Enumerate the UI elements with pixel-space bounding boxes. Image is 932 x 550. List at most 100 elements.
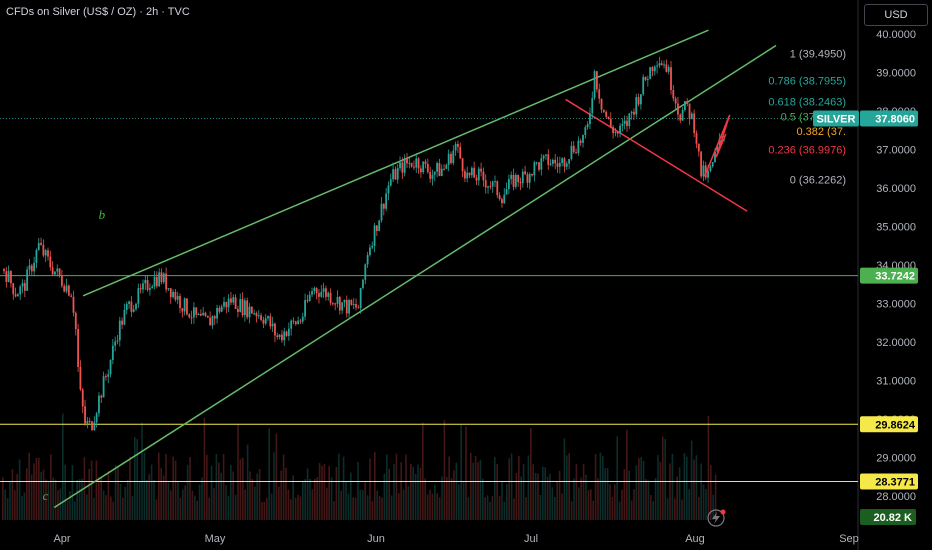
candle-body bbox=[362, 279, 364, 289]
volume-bar bbox=[698, 496, 700, 520]
volume-bar bbox=[357, 461, 359, 520]
volume-bar bbox=[126, 480, 129, 520]
volume-bar bbox=[160, 468, 162, 520]
volume-bar bbox=[184, 485, 186, 520]
candle-body bbox=[498, 195, 501, 200]
volume-bar bbox=[2, 477, 4, 520]
candle-body bbox=[304, 300, 306, 317]
volume-bar bbox=[26, 468, 28, 520]
candle-body bbox=[711, 162, 714, 167]
volume-bar bbox=[590, 489, 592, 520]
candle-body bbox=[88, 420, 91, 422]
volume-bar bbox=[510, 453, 513, 520]
candle-body bbox=[105, 376, 107, 378]
candle-body bbox=[419, 168, 422, 173]
volume-bar bbox=[9, 481, 11, 520]
candle-body bbox=[718, 137, 721, 147]
price-level-badge-text: 28.3771 bbox=[875, 476, 915, 488]
candle-body bbox=[572, 145, 575, 153]
candle-body bbox=[491, 181, 494, 187]
volume-bar bbox=[239, 458, 242, 520]
candle-body bbox=[21, 283, 24, 287]
candle-body bbox=[440, 168, 443, 176]
candle-body bbox=[503, 194, 506, 204]
notification-dot bbox=[720, 509, 726, 515]
volume-bar bbox=[93, 497, 95, 520]
volume-bar bbox=[539, 495, 542, 520]
candle-body bbox=[248, 306, 251, 318]
candle-body bbox=[677, 103, 679, 115]
volume-bar bbox=[506, 484, 508, 520]
volume-bar bbox=[530, 428, 532, 520]
volume-bar bbox=[695, 455, 698, 520]
volume-bar bbox=[222, 453, 225, 520]
candle-body bbox=[517, 174, 520, 182]
volume-bar bbox=[410, 464, 412, 520]
candle-body bbox=[306, 300, 309, 302]
volume-bar bbox=[477, 462, 479, 520]
volume-bar bbox=[335, 467, 338, 520]
volume-bar bbox=[153, 479, 155, 520]
candle-body bbox=[686, 101, 689, 104]
candle-body bbox=[26, 269, 29, 291]
candle-body bbox=[422, 161, 425, 173]
candle-body bbox=[276, 335, 279, 338]
volume-bar bbox=[309, 478, 311, 520]
volume-bar bbox=[143, 452, 146, 520]
price-tick-label: 40.0000 bbox=[876, 29, 916, 41]
candle-body bbox=[230, 298, 232, 303]
candle-body bbox=[40, 242, 42, 245]
candle-body bbox=[716, 146, 719, 152]
candle-body bbox=[394, 169, 397, 180]
candle-body bbox=[477, 168, 480, 181]
volume-bar bbox=[297, 494, 299, 520]
volume-bar bbox=[165, 454, 167, 520]
candle-body bbox=[350, 300, 353, 305]
candle-body bbox=[241, 299, 244, 316]
volume-bar bbox=[30, 474, 33, 520]
candle-body bbox=[149, 288, 151, 290]
volume-bar bbox=[69, 491, 71, 520]
candle-body bbox=[616, 131, 619, 134]
volume-bar bbox=[52, 477, 54, 520]
candle-body bbox=[640, 94, 642, 105]
candle-body bbox=[505, 189, 508, 195]
volume-bar bbox=[453, 470, 455, 520]
lightning-icon[interactable] bbox=[707, 509, 726, 527]
price-level-badge bbox=[860, 473, 918, 490]
volume-bar bbox=[347, 493, 350, 520]
candle-body bbox=[336, 297, 339, 304]
volume-bar bbox=[597, 478, 599, 520]
volume-bar bbox=[306, 468, 309, 520]
volume-bar bbox=[458, 484, 460, 520]
candle-body bbox=[375, 225, 378, 231]
candle-body bbox=[218, 307, 221, 312]
volume-bar bbox=[390, 495, 393, 520]
price-level-badge-text: 33.7242 bbox=[875, 271, 915, 283]
candle-body bbox=[325, 288, 327, 297]
currency-button[interactable]: USD bbox=[864, 4, 928, 26]
time-tick-label: Sep bbox=[839, 533, 859, 545]
volume-bar bbox=[64, 464, 66, 520]
candle-body bbox=[565, 163, 568, 167]
fib-level-label: 0.786 (38.7955) bbox=[768, 75, 846, 87]
volume-bar bbox=[599, 452, 602, 520]
volume-bar bbox=[40, 471, 42, 520]
candle-body bbox=[635, 97, 638, 115]
volume-bar bbox=[98, 477, 100, 520]
candle-body bbox=[561, 158, 564, 164]
candle-body bbox=[406, 158, 408, 164]
candle-body bbox=[102, 376, 105, 398]
candle-body bbox=[697, 143, 700, 152]
volume-bar bbox=[350, 472, 352, 520]
candle-body bbox=[146, 280, 149, 290]
candle-body bbox=[79, 367, 82, 390]
candle-body bbox=[454, 144, 457, 151]
candle-body bbox=[540, 158, 543, 170]
candle-body bbox=[357, 307, 360, 309]
volume-bar bbox=[261, 502, 263, 520]
candle-body bbox=[545, 154, 547, 156]
candle-body bbox=[600, 98, 603, 110]
volume-bar bbox=[4, 489, 6, 520]
